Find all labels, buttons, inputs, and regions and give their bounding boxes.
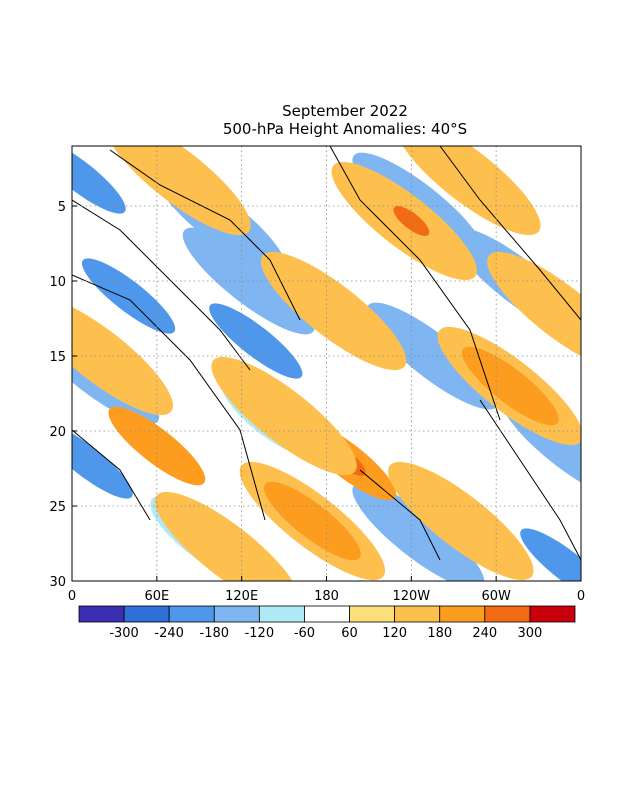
y-tick-label: 10: [49, 275, 66, 290]
zero-contour-line: [359, 469, 441, 561]
plot-area: [72, 146, 581, 581]
x-tick-label: 120W: [392, 589, 430, 604]
chart-title: September 2022: [282, 102, 408, 120]
anomaly-band-neg180: [81, 258, 176, 334]
x-tick-label: 60W: [481, 589, 511, 604]
y-tick-label: 15: [49, 350, 66, 365]
anomaly-band-neg180: [72, 146, 126, 214]
anomaly-band-pos120: [260, 251, 407, 371]
grid-lines: [72, 146, 581, 581]
anomaly-band-neg180: [72, 423, 133, 499]
zero-contour-line: [439, 146, 581, 321]
x-tick-label: 0: [577, 589, 585, 604]
colorbar-label: -120: [245, 626, 275, 641]
axes: 0 60E 120E 180 120W 60W 0 5 10 15 20 25 30: [49, 200, 585, 604]
x-tick-label: 0: [68, 589, 76, 604]
colorbar-label: 180: [427, 626, 452, 641]
zero-contour-line: [479, 399, 581, 561]
colorbar-swatch: [529, 605, 576, 623]
colorbar-label: 120: [382, 626, 407, 641]
y-tick-label: 30: [49, 575, 66, 590]
colorbar-swatch: [439, 605, 486, 623]
anomaly-band-pos180: [263, 481, 361, 561]
colorbar-swatch: [484, 605, 531, 623]
colorbar-label: -180: [200, 626, 230, 641]
colorbar-swatch: [304, 605, 350, 623]
zero-contours: [72, 146, 581, 561]
anomaly-band-pos120: [487, 251, 581, 371]
anomaly-field: [72, 146, 581, 581]
colorbar-swatch: [258, 605, 305, 623]
colorbar-swatch: [213, 605, 260, 623]
anomaly-band-neg180: [520, 528, 581, 581]
y-tick-label: 20: [49, 425, 66, 440]
colorbar-swatch: [123, 605, 170, 623]
zero-contour-line: [109, 149, 301, 321]
y-tick-label: 5: [58, 200, 66, 215]
anomaly-band-pos240: [393, 206, 430, 236]
colorbar-swatch: [349, 605, 396, 623]
colorbar-label: 60: [341, 626, 358, 641]
zero-contour-line: [72, 429, 151, 521]
colorbar-label: -240: [154, 626, 184, 641]
colorbar-label: -60: [294, 626, 315, 641]
x-tick-label: 60E: [144, 589, 169, 604]
colorbar-swatch: [168, 605, 215, 623]
colorbar: -300 -240 -180 -120 -60 60 120 180 240 300: [78, 605, 576, 641]
anomaly-band-pos180: [461, 346, 559, 426]
colorbar-label: 300: [517, 626, 542, 641]
zero-contour-line: [72, 274, 266, 521]
colorbar-label: -300: [109, 626, 139, 641]
y-tick-label: 25: [49, 500, 66, 515]
colorbar-swatch: [78, 605, 125, 623]
anomaly-band-neg120: [352, 482, 485, 581]
x-tick-label: 180: [314, 589, 339, 604]
anomaly-band-pos120: [388, 461, 534, 581]
anomaly-band-neg180: [209, 303, 303, 379]
anomaly-band-pos120: [211, 356, 357, 476]
x-tick-label: 120E: [225, 589, 258, 604]
colorbar-label: 240: [472, 626, 497, 641]
zero-contour-line: [72, 199, 251, 371]
colorbar-swatch: [394, 605, 441, 623]
chart-subtitle: 500-hPa Height Anomalies: 40°S: [223, 120, 467, 138]
anomaly-band-pos180: [108, 406, 206, 486]
zero-contour-line: [329, 146, 501, 421]
